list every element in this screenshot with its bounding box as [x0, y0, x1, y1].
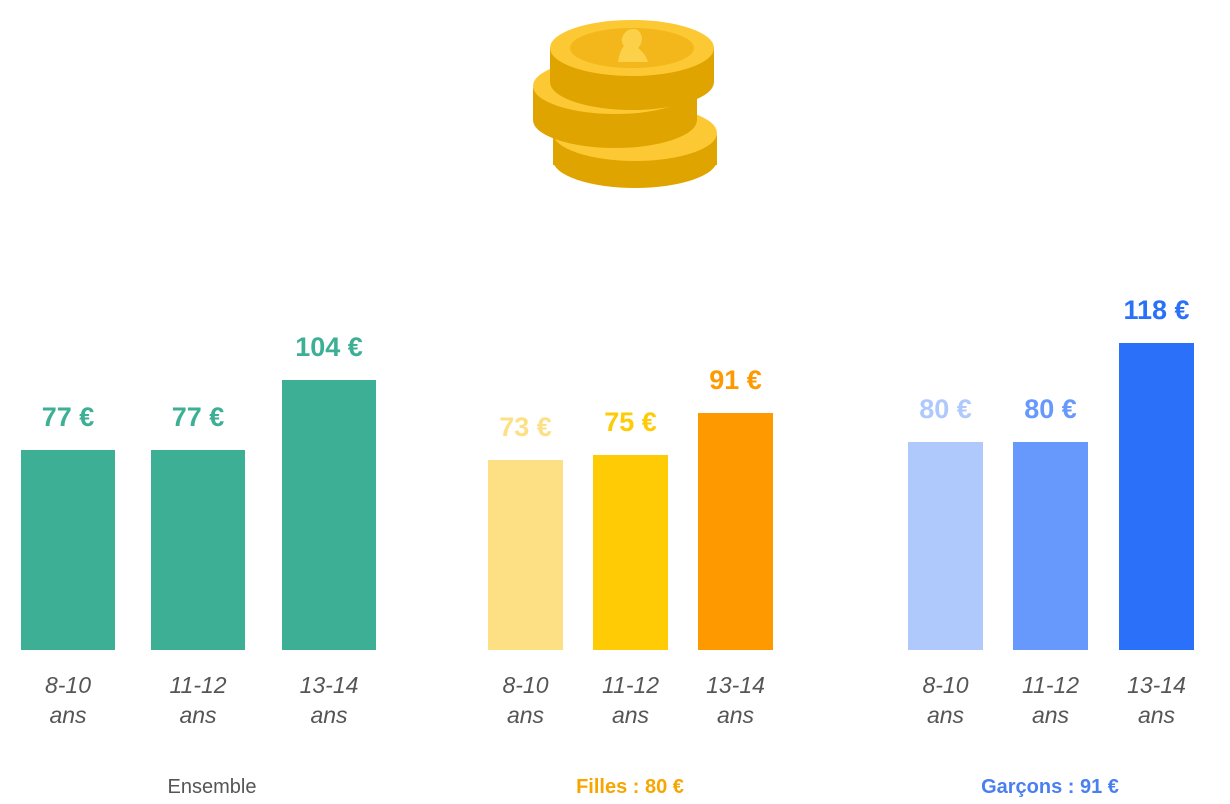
- value-label: 73 €: [499, 412, 552, 443]
- value-label: 75 €: [604, 407, 657, 437]
- bar: [1119, 343, 1194, 650]
- bar: [1013, 442, 1088, 650]
- group-title: Garçons : 91 €: [981, 776, 1119, 798]
- bar: [21, 449, 115, 650]
- x-tick-label: 11-12 ans: [601, 672, 660, 728]
- x-tick-label: 8-10 ans: [502, 672, 549, 728]
- value-label: 77 €: [41, 401, 95, 432]
- x-tick-label: 13-14 ans: [299, 672, 359, 728]
- bar: [593, 455, 668, 650]
- value-label: 80 €: [919, 394, 972, 424]
- x-tick-label: 11-12 ans: [169, 672, 227, 728]
- group-title: Filles : 80 €: [576, 776, 684, 798]
- bar: [698, 413, 773, 650]
- value-label: 91 €: [709, 365, 762, 396]
- coins-icon: [533, 20, 717, 188]
- value-label: 104 €: [295, 331, 363, 362]
- x-tick-label: 13-14 ans: [706, 672, 765, 728]
- x-tick-label: 8-10 ans: [922, 672, 969, 728]
- x-tick-label: 11-12 ans: [1021, 672, 1080, 728]
- bar: [908, 442, 983, 650]
- x-tick-label: 13-14 ans: [1127, 672, 1186, 728]
- value-label: 80 €: [1024, 394, 1077, 424]
- value-label: 118 €: [1123, 295, 1190, 326]
- group-title: Ensemble: [167, 776, 257, 798]
- bar: [151, 449, 245, 650]
- bar: [488, 460, 563, 650]
- value-label: 77 €: [171, 401, 225, 432]
- bar: [282, 379, 376, 650]
- x-tick-label: 8-10 ans: [44, 672, 92, 728]
